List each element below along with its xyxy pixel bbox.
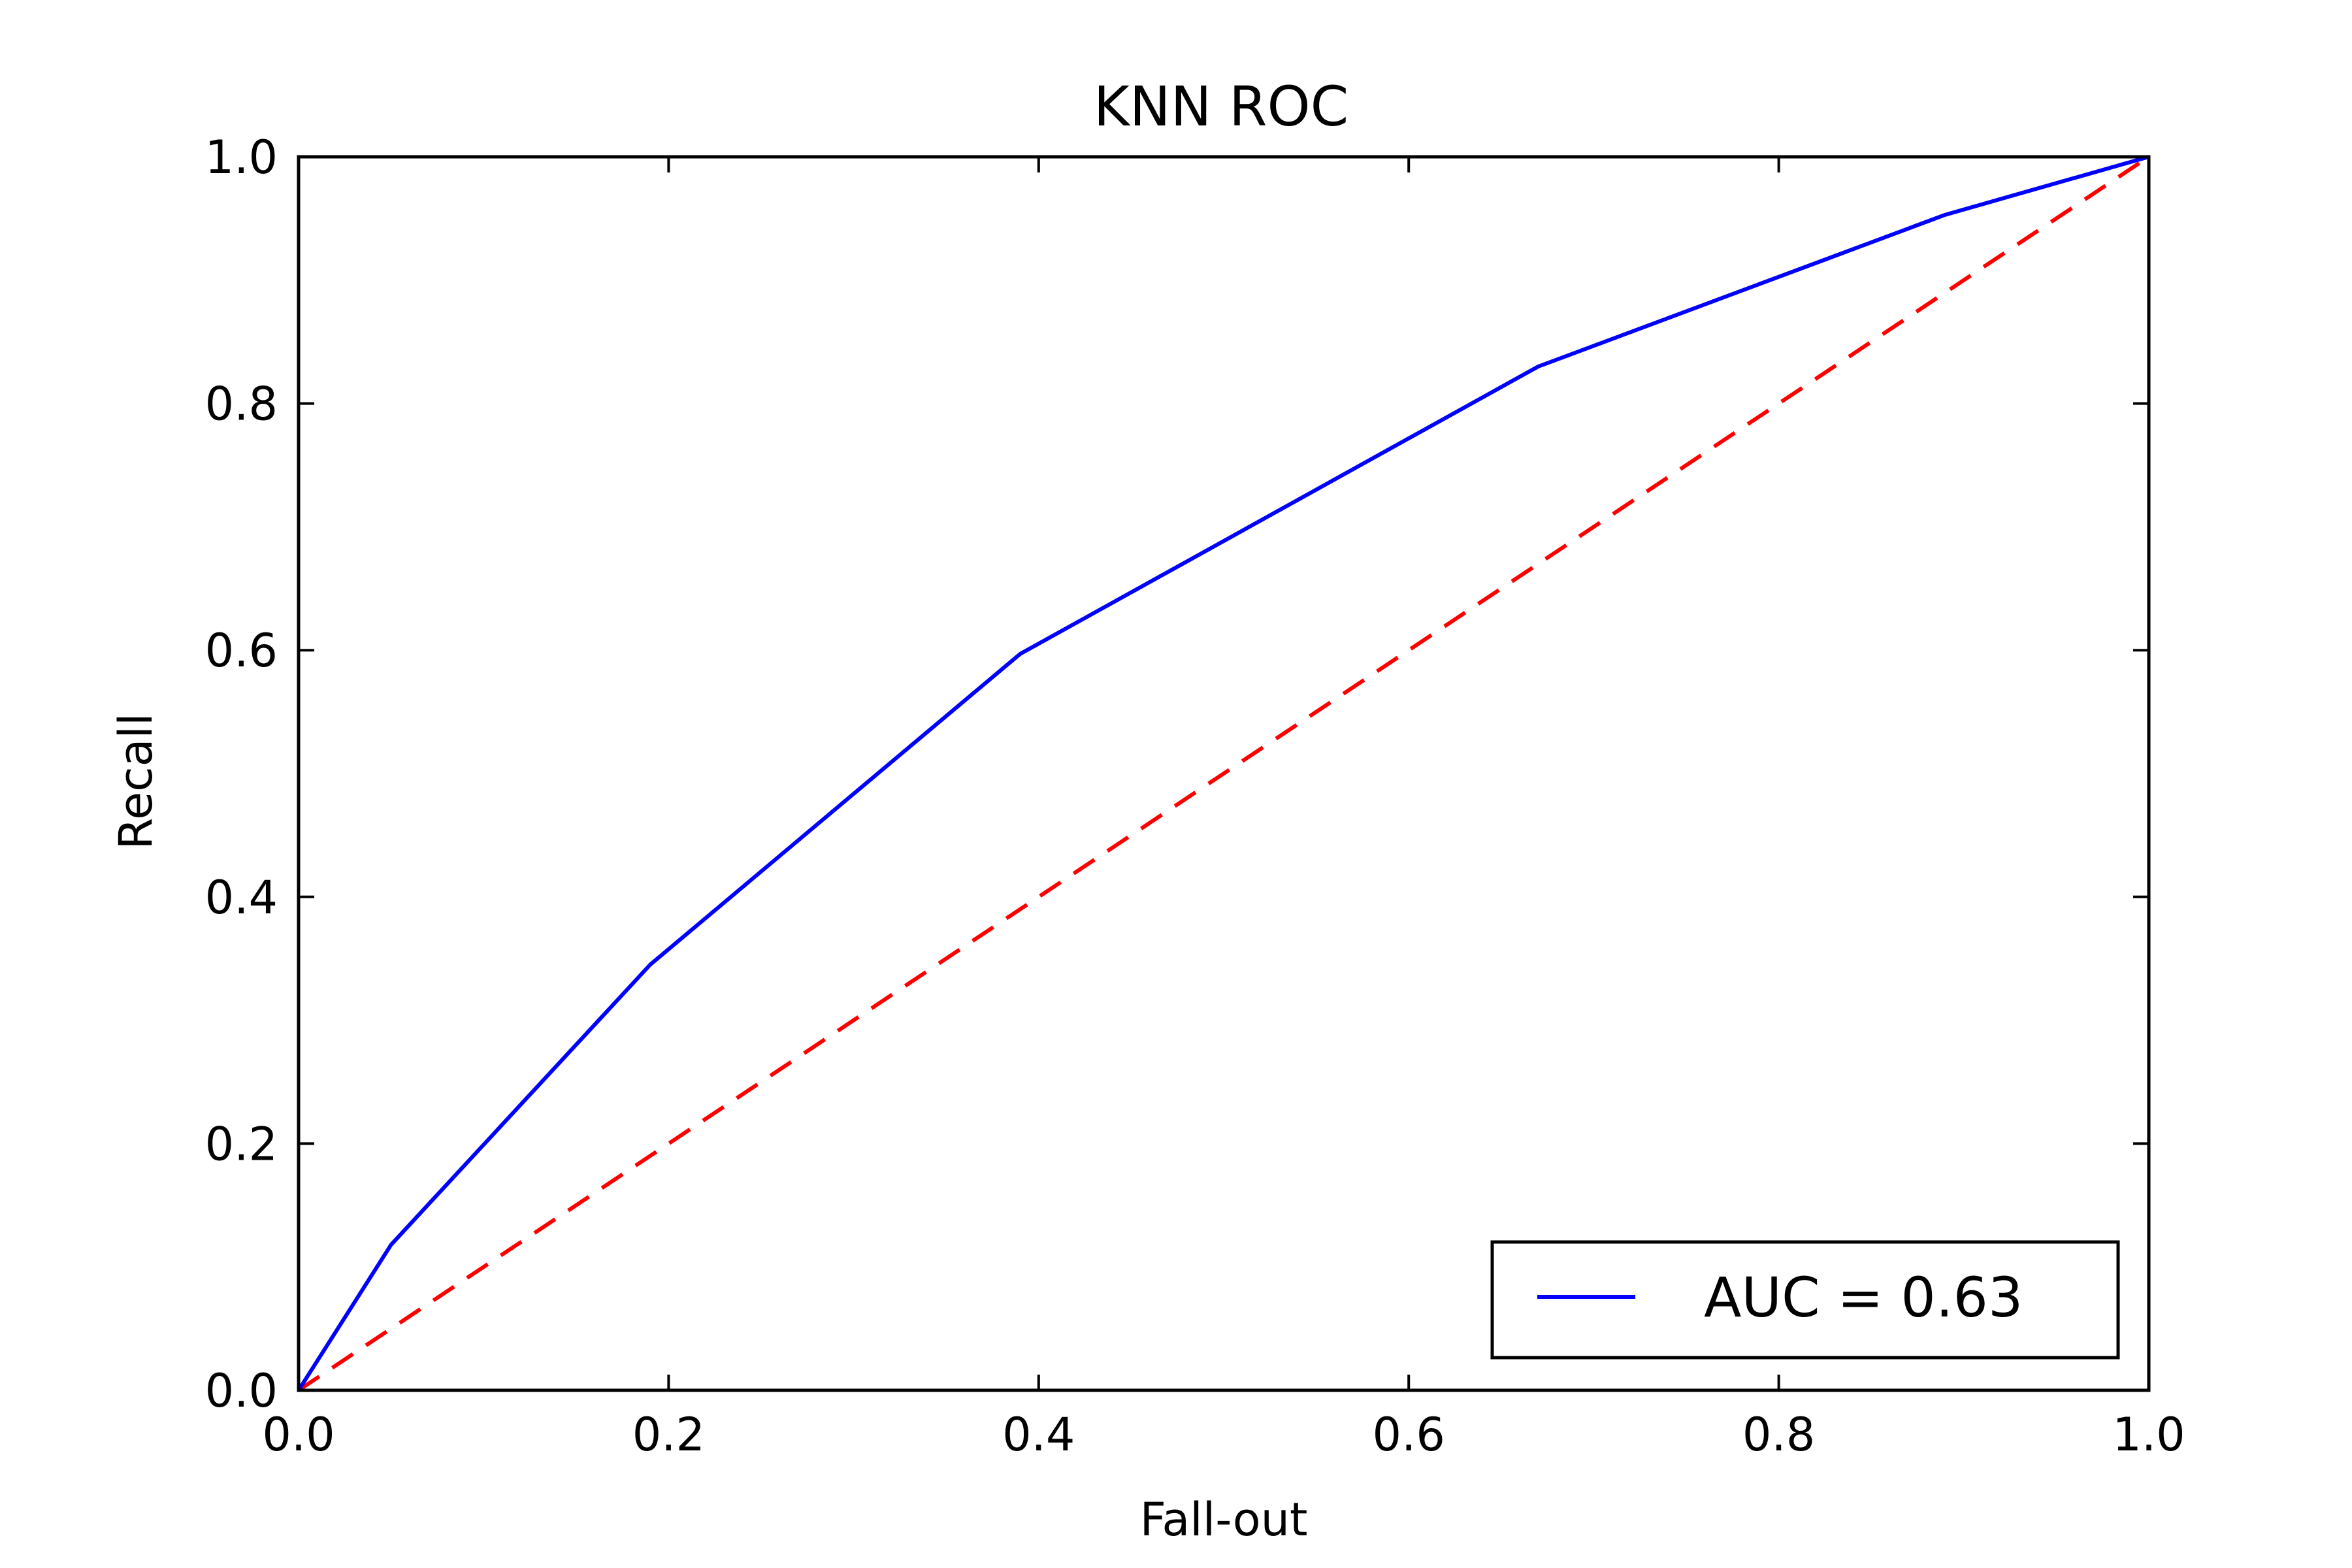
plot-area <box>297 155 2151 1392</box>
y-tick-label: 0.6 <box>205 624 278 678</box>
y-tick-label: 0.8 <box>205 378 278 431</box>
y-tick-label: 0.2 <box>205 1117 278 1171</box>
y-tick-label: 0.0 <box>205 1364 278 1418</box>
chart-title: KNN ROC <box>1094 74 1349 139</box>
x-tick-label: 0.2 <box>632 1408 705 1462</box>
y-axis-label: Recall <box>109 713 163 850</box>
x-tick-labels: 0.0 0.2 0.4 0.6 0.8 1.0 <box>262 1408 2185 1462</box>
x-tick-label: 0.6 <box>1373 1408 1445 1462</box>
y-tick-label: 1.0 <box>205 131 278 184</box>
y-tick-label: 0.4 <box>205 871 278 924</box>
x-tick-label: 0.8 <box>1742 1408 1815 1462</box>
chance-diagonal-line <box>297 155 2150 1392</box>
series-layer <box>297 155 2150 1392</box>
roc-curve-line <box>297 155 2149 1392</box>
x-tick-label: 0.4 <box>1002 1408 1075 1462</box>
legend-entry-auc: AUC = 0.63 <box>1704 1266 2023 1330</box>
x-tick-label: 0.0 <box>262 1408 335 1462</box>
x-tick-label: 1.0 <box>2112 1408 2185 1462</box>
y-tick-labels: 0.0 0.2 0.4 0.6 0.8 1.0 <box>205 131 278 1418</box>
legend: AUC = 0.63 <box>1490 1240 2120 1360</box>
legend-box <box>1490 1240 2120 1360</box>
x-axis-label: Fall-out <box>1140 1493 1308 1546</box>
plot-frame <box>297 155 2151 1392</box>
